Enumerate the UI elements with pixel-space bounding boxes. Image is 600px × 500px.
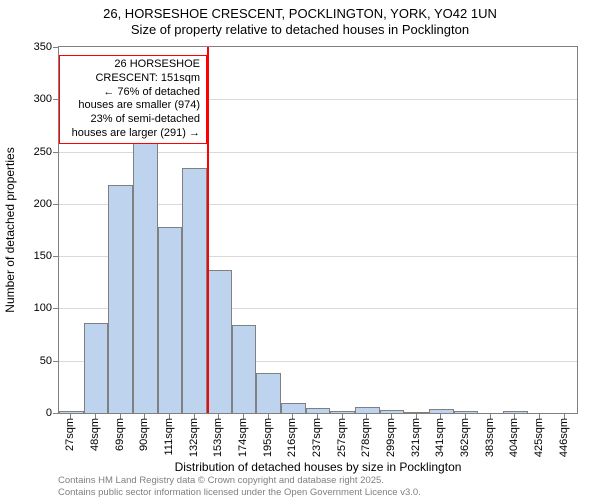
title-address: 26, HORSESHOE CRESCENT, POCKLINGTON, YOR… (0, 6, 600, 22)
title-subtitle: Size of property relative to detached ho… (0, 22, 600, 38)
x-tick-label: 257sqm (336, 418, 348, 457)
y-axis: Number of detached properties 0501001502… (0, 46, 58, 414)
y-tick-label: 350 (34, 41, 52, 53)
histogram-bar (182, 168, 207, 413)
histogram-bar (404, 412, 429, 413)
x-tick-label: 404sqm (508, 418, 520, 457)
y-axis-label: Number of detached properties (3, 147, 17, 312)
title-block: 26, HORSESHOE CRESCENT, POCKLINGTON, YOR… (0, 0, 600, 39)
x-tick-label: 111sqm (163, 418, 175, 456)
y-tick-label: 150 (34, 250, 52, 262)
annotation-line1: 26 HORSESHOE CRESCENT: 151sqm (66, 58, 200, 86)
histogram-bar (306, 408, 331, 413)
x-tick-label: 278sqm (360, 418, 372, 457)
x-tick-label: 383sqm (484, 418, 496, 457)
y-tick-label: 50 (40, 355, 52, 367)
histogram-bar (503, 411, 528, 413)
histogram-bar (133, 116, 158, 413)
x-tick-label: 174sqm (237, 418, 249, 457)
chart-container: 26, HORSESHOE CRESCENT, POCKLINGTON, YOR… (0, 0, 600, 500)
histogram-bar (330, 411, 355, 413)
x-tick-label: 362sqm (459, 418, 471, 457)
histogram-bar (355, 407, 380, 413)
x-tick-label: 195sqm (262, 418, 274, 457)
x-tick-label: 425sqm (533, 418, 545, 457)
histogram-bar (84, 323, 109, 413)
histogram-bar (232, 325, 257, 413)
histogram-bar (59, 411, 84, 413)
x-tick-label: 48sqm (89, 418, 101, 451)
annotation-box: 26 HORSESHOE CRESCENT: 151sqm ← 76% of d… (59, 55, 207, 144)
histogram-bar (108, 185, 133, 413)
x-tick-label: 321sqm (410, 418, 422, 457)
x-tick-label: 446sqm (558, 418, 570, 457)
footer: Contains HM Land Registry data © Crown c… (58, 475, 421, 498)
x-tick-label: 216sqm (286, 418, 298, 457)
y-tick-label: 250 (34, 146, 52, 158)
footer-line2: Contains public sector information licen… (58, 487, 421, 498)
histogram-bar (281, 403, 306, 413)
x-tick-label: 341sqm (434, 418, 446, 457)
x-tick-label: 299sqm (385, 418, 397, 457)
annotation-line2: ← 76% of detached houses are smaller (97… (66, 86, 200, 114)
histogram-bar (429, 409, 454, 413)
footer-line1: Contains HM Land Registry data © Crown c… (58, 475, 421, 486)
x-tick-label: 69sqm (114, 418, 126, 451)
y-tick-label: 300 (34, 93, 52, 105)
plot-area: 26 HORSESHOE CRESCENT: 151sqm ← 76% of d… (58, 46, 578, 414)
x-tick-label: 90sqm (138, 418, 150, 451)
y-tick-label: 100 (34, 302, 52, 314)
y-tick-label: 200 (34, 198, 52, 210)
x-axis-label: Distribution of detached houses by size … (175, 460, 462, 474)
x-tick-label: 153sqm (212, 418, 224, 457)
x-tick-label: 27sqm (64, 418, 76, 451)
x-axis: 27sqm 48sqm 69sqm 90sqm 111sqm 132sqm 153sqm 17… (58, 414, 578, 474)
x-tick-label: 237sqm (311, 418, 323, 457)
histogram-bar (207, 270, 232, 413)
annotation-line3: 23% of semi-detached houses are larger (… (66, 113, 200, 141)
x-tick-label: 132sqm (188, 418, 200, 457)
histogram-bar (454, 411, 479, 413)
histogram-bar (380, 410, 405, 413)
histogram-bar (158, 227, 183, 413)
histogram-bar (256, 373, 281, 413)
reference-line (207, 47, 209, 413)
y-tick-label: 0 (46, 407, 52, 419)
